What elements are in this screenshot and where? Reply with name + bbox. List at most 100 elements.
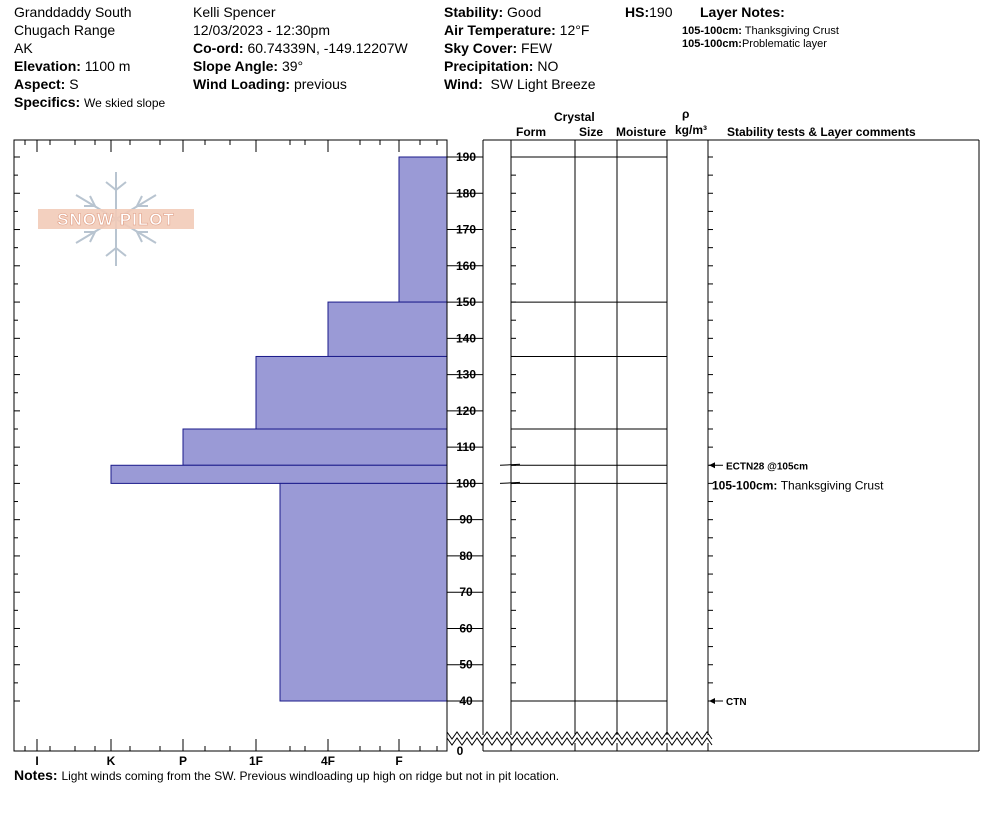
hardness-bar-1 xyxy=(327,301,448,357)
layer-comment-0: 105-100cm: Thanksgiving Crust xyxy=(712,478,884,492)
site-name: Granddaddy South xyxy=(14,4,132,20)
hardness-label-I: I xyxy=(35,754,38,768)
depth-label-150: 150 xyxy=(456,295,476,309)
sky-cover-row: Sky Cover: FEW xyxy=(444,39,552,57)
slope-value: 39° xyxy=(281,58,304,74)
air-temp-label: Air Temperature: xyxy=(444,22,556,38)
depth-label-160: 160 xyxy=(456,259,476,273)
aspect-value: S xyxy=(69,76,79,92)
depth-label-170: 170 xyxy=(456,223,476,237)
stability-value: Good xyxy=(507,4,542,20)
layer-note-2-range: 105-100cm: xyxy=(682,38,742,50)
snowpilot-logo: SNOW PILOT xyxy=(38,172,194,266)
form-header: Form xyxy=(516,125,546,139)
logo-text: SNOW PILOT xyxy=(57,210,175,229)
size-header: Size xyxy=(579,125,604,139)
depth-label-40: 40 xyxy=(459,694,473,708)
precip-row: Precipitation: NO xyxy=(444,57,558,75)
layer-note-1-range: 105-100cm: xyxy=(682,25,742,37)
layer-note-1-text: Thanksgiving Crust xyxy=(744,25,839,37)
depth-label-190: 190 xyxy=(456,150,476,164)
wind-value: SW Light Breeze xyxy=(490,76,596,92)
elevation-row: Elevation: 1100 m xyxy=(14,57,130,75)
depth-label-80: 80 xyxy=(459,549,473,563)
hardness-bar-5 xyxy=(279,482,448,702)
depth-label-100: 100 xyxy=(456,476,476,490)
density-unit: kg/m³ xyxy=(675,123,708,137)
sky-cover-label: Sky Cover: xyxy=(444,40,518,56)
scale-break-top xyxy=(446,731,713,740)
notes-row: Notes: Light winds coming from the SW. P… xyxy=(14,766,559,785)
wind-label: Wind: xyxy=(444,76,483,92)
hardness-label-K: K xyxy=(107,754,116,768)
logo-banner xyxy=(38,209,194,229)
slope-label: Slope Angle: xyxy=(193,58,279,74)
wind-loading-row: Wind Loading: previous xyxy=(193,75,347,93)
test-arrowhead-1 xyxy=(709,698,715,704)
comments-header: Stability tests & Layer comments xyxy=(727,125,916,139)
specifics-label: Specifics: xyxy=(14,94,81,110)
site-range: Chugach Range xyxy=(14,22,116,38)
test-label-1: CTN xyxy=(726,697,747,708)
density-symbol: ρ xyxy=(682,107,690,121)
coord-value: 60.74339N, -149.12207W xyxy=(247,40,408,56)
observer-name: Kelli Spencer xyxy=(193,4,276,20)
depth-label-70: 70 xyxy=(459,585,473,599)
layer-note-2-text: Problematic layer xyxy=(741,38,827,50)
stability-row: Stability: Good xyxy=(444,3,541,21)
layer-note-2: 105-100cm:Problematic layer xyxy=(682,37,827,51)
scale-break-bottom xyxy=(446,737,713,746)
layer-comment-range-0: 105-100cm: xyxy=(712,478,781,492)
slope-row: Slope Angle: 39° xyxy=(193,57,303,75)
hardness-label-4F: 4F xyxy=(321,754,335,768)
wind-loading-value: previous xyxy=(293,76,347,92)
air-temp-row: Air Temperature: 12°F xyxy=(444,21,589,39)
wind-loading-label: Wind Loading: xyxy=(193,76,291,92)
specifics-row: Specifics: We skied slope xyxy=(14,93,165,112)
hardness-label-F: F xyxy=(395,754,402,768)
hardness-bar-2 xyxy=(255,355,448,430)
depth-label-180: 180 xyxy=(456,186,476,200)
crystal-header: Crystal xyxy=(554,110,595,124)
precip-value: NO xyxy=(537,58,559,74)
depth-label-50: 50 xyxy=(459,658,473,672)
precip-label: Precipitation: xyxy=(444,58,534,74)
coord-label: Co-ord: xyxy=(193,40,244,56)
hs-label: HS: xyxy=(625,4,650,20)
depth-label-90: 90 xyxy=(459,513,473,527)
layer-comment-text-0: Thanksgiving Crust xyxy=(781,478,884,492)
coord-row: Co-ord: 60.74339N, -149.12207W xyxy=(193,39,408,57)
aspect-row: Aspect: S xyxy=(14,75,79,93)
depth-label-110: 110 xyxy=(456,440,476,454)
notes-text: Light winds coming from the SW. Previous… xyxy=(61,769,560,783)
moisture-header: Moisture xyxy=(616,125,667,139)
hardness-bar-3 xyxy=(182,428,448,466)
observation-datetime: 12/03/2023 - 12:30pm xyxy=(193,22,330,38)
air-temp-value: 12°F xyxy=(559,22,590,38)
aspect-label: Aspect: xyxy=(14,76,66,92)
wind-row: Wind: SW Light Breeze xyxy=(444,75,596,93)
hs-row: HS:190 xyxy=(625,3,672,21)
depth-label-zero: 0 xyxy=(457,744,464,758)
layer-boundary-mark-105 xyxy=(499,463,521,466)
depth-label-120: 120 xyxy=(456,404,476,418)
elevation-value: 1100 m xyxy=(84,58,131,74)
test-arrowhead-0 xyxy=(709,462,715,469)
depth-label-60: 60 xyxy=(459,621,473,635)
hardness-label-1F: 1F xyxy=(249,754,263,768)
site-state: AK xyxy=(14,40,33,56)
hs-value: 190 xyxy=(649,4,673,20)
depth-label-130: 130 xyxy=(456,368,476,382)
depth-label-140: 140 xyxy=(456,331,476,345)
sky-cover-value: FEW xyxy=(521,40,553,56)
hardness-bar-4 xyxy=(110,464,448,484)
hardness-bar-0 xyxy=(398,156,448,303)
layer-boundary-mark-100 xyxy=(499,481,521,484)
stability-label: Stability: xyxy=(444,4,504,20)
notes-label: Notes: xyxy=(14,767,58,783)
layer-note-1: 105-100cm: Thanksgiving Crust xyxy=(682,24,839,38)
elevation-label: Elevation: xyxy=(14,58,81,74)
layer-notes-title: Layer Notes: xyxy=(700,4,785,20)
specifics-value: We skied slope xyxy=(84,96,166,110)
